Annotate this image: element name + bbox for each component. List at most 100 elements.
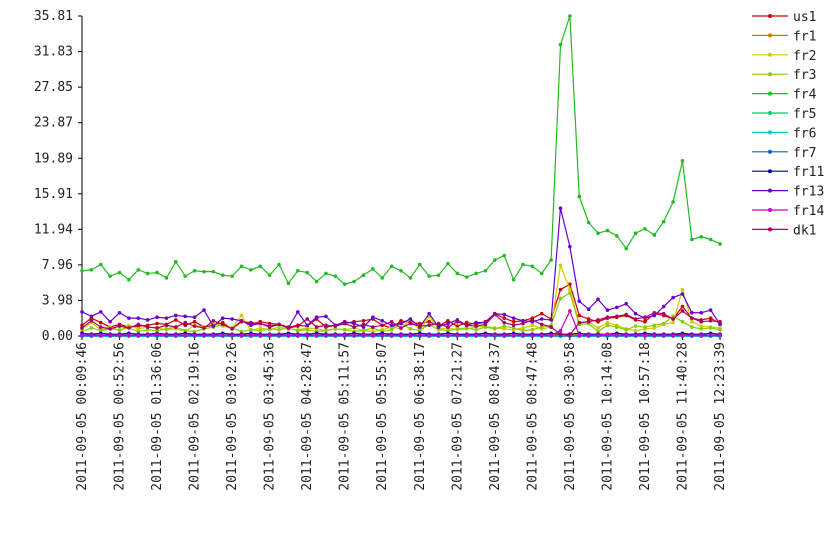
point [155, 328, 159, 333]
x-tick-label: 2011-09-05 04:28:47 [300, 342, 315, 491]
point [568, 282, 572, 286]
point [258, 333, 263, 337]
point [98, 320, 103, 325]
point [718, 242, 722, 246]
point [483, 268, 488, 273]
point [558, 296, 563, 301]
point [633, 231, 638, 236]
point [98, 262, 103, 267]
point [558, 42, 563, 47]
point [511, 333, 516, 337]
point [174, 333, 178, 337]
legend-marker [768, 52, 772, 57]
point [192, 268, 197, 273]
point [127, 323, 131, 328]
point [511, 277, 516, 282]
point [511, 319, 516, 324]
point [718, 333, 722, 337]
point [577, 320, 582, 325]
point [108, 327, 112, 331]
point [708, 308, 713, 312]
point [493, 312, 497, 317]
point [474, 320, 478, 325]
legend-label: fr3 [793, 68, 816, 83]
point [624, 327, 628, 332]
point [220, 322, 225, 327]
point [371, 329, 375, 334]
point [483, 322, 488, 327]
point [586, 319, 591, 324]
point [502, 324, 507, 328]
point [230, 317, 234, 321]
point [521, 262, 525, 267]
point [277, 327, 281, 332]
x-tick-label: 2011-09-05 09:30:58 [563, 342, 578, 491]
x-tick-label: 2011-09-05 10:57:18 [638, 342, 653, 491]
point [558, 206, 563, 211]
legend-marker [768, 14, 772, 18]
point [80, 333, 84, 337]
point [220, 316, 225, 320]
point [624, 246, 628, 251]
point [277, 333, 281, 337]
point [239, 313, 244, 318]
point [596, 329, 600, 334]
point [690, 333, 694, 337]
point [680, 159, 685, 163]
point [380, 276, 385, 280]
point [352, 333, 356, 337]
point [136, 268, 141, 272]
point [624, 333, 628, 337]
point [230, 333, 234, 337]
point [295, 333, 300, 337]
point [192, 319, 197, 324]
point [502, 312, 507, 317]
point [361, 322, 366, 327]
point [605, 308, 610, 312]
point [718, 327, 722, 332]
point [98, 328, 103, 333]
point [174, 325, 178, 329]
point [389, 323, 394, 328]
point [389, 319, 394, 324]
point [474, 271, 478, 276]
legend-marker [768, 227, 772, 232]
legend-label: fr6 [793, 126, 816, 141]
point [605, 332, 610, 337]
point [136, 327, 141, 331]
point [324, 328, 328, 333]
point [671, 333, 675, 337]
point [699, 319, 704, 324]
point [614, 333, 619, 337]
point [680, 333, 685, 337]
point [286, 333, 291, 337]
point [408, 317, 413, 321]
point [530, 333, 535, 337]
point [521, 321, 525, 326]
point [455, 271, 460, 276]
point [98, 325, 103, 329]
point [155, 270, 159, 275]
point [699, 333, 704, 337]
point [305, 333, 309, 337]
point [89, 333, 94, 337]
legend-label: fr1 [793, 29, 816, 44]
point [558, 287, 563, 292]
point [371, 333, 375, 337]
point [333, 327, 338, 331]
point [117, 333, 122, 337]
y-tick-label: 27.85 [34, 80, 73, 95]
point [408, 333, 413, 337]
point [239, 333, 244, 337]
x-tick-label: 2011-09-05 05:11:57 [338, 342, 353, 491]
point [502, 320, 507, 325]
point [239, 264, 244, 269]
point [464, 333, 469, 337]
point [530, 318, 535, 322]
legend-label: fr14 [793, 204, 824, 219]
point [568, 287, 572, 292]
point [446, 333, 450, 337]
point [671, 314, 675, 319]
point [183, 314, 188, 319]
